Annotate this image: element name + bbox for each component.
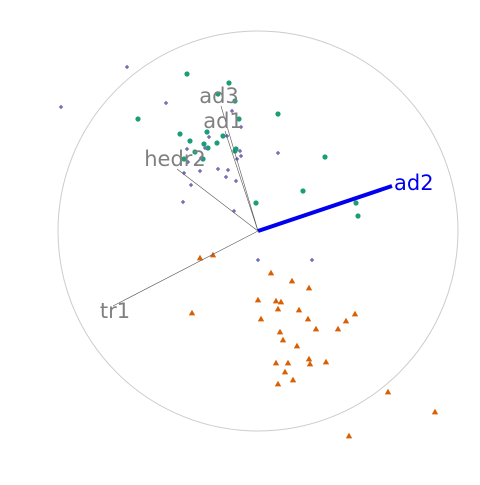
point-diamond-2: [164, 101, 168, 105]
point-triangle-22: [323, 359, 329, 365]
point-circle-5: [177, 131, 182, 136]
point-diamond-15: [224, 175, 228, 179]
point-diamond-1: [59, 105, 63, 109]
point-triangle-6: [273, 298, 279, 304]
loading-label-ad2: ad2: [394, 171, 434, 195]
loading-label-ad1: ad1: [203, 109, 243, 133]
point-circle-19: [300, 188, 305, 193]
point-diamond-6: [207, 135, 211, 139]
point-circle-0: [184, 71, 189, 76]
point-triangle-23: [307, 361, 313, 367]
point-diamond-17: [181, 200, 185, 204]
point-triangle-13: [352, 311, 358, 317]
point-triangle-14: [343, 318, 349, 324]
point-triangle-5: [255, 297, 261, 303]
point-triangle-4: [306, 285, 312, 291]
point-circle-21: [355, 213, 360, 218]
point-triangle-27: [275, 381, 281, 387]
point-triangle-17: [335, 326, 341, 332]
point-triangle-25: [282, 369, 288, 375]
point-triangle-3: [289, 278, 295, 284]
point-triangle-2: [268, 270, 274, 276]
point-triangle-30: [346, 433, 352, 439]
point-circle-22: [253, 200, 258, 205]
point-diamond-16: [234, 179, 238, 183]
point-triangle-16: [313, 326, 319, 332]
point-circle-4: [135, 116, 140, 121]
loading-label-hedr2: hedr2: [144, 147, 206, 171]
loading-label-tr1: tr1: [100, 299, 130, 323]
loading-line-hedr2: [177, 169, 258, 231]
point-triangle-10: [189, 310, 195, 316]
point-triangle-20: [306, 356, 312, 362]
point-circle-20: [353, 200, 358, 205]
point-triangle-15: [277, 329, 283, 335]
loading-label-ad3: ad3: [199, 84, 239, 108]
point-diamond-23: [256, 258, 260, 262]
loading-line-ad1: [225, 131, 258, 231]
point-triangle-7: [278, 299, 284, 305]
point-triangle-9: [296, 307, 302, 313]
loading-line-ad2: [258, 186, 392, 231]
point-triangle-21: [285, 360, 291, 366]
point-circle-10: [214, 140, 219, 145]
point-triangle-24: [273, 360, 279, 366]
point-circle-8: [201, 141, 206, 146]
point-diamond-22: [310, 258, 314, 262]
points-layer: [59, 65, 438, 439]
point-triangle-11: [258, 316, 264, 322]
point-triangle-18: [280, 337, 286, 343]
point-diamond-20: [216, 167, 220, 171]
point-circle-9: [187, 138, 192, 143]
point-diamond-19: [189, 183, 193, 187]
point-diamond-0: [125, 65, 129, 69]
point-triangle-19: [294, 343, 300, 349]
point-triangle-29: [432, 409, 438, 415]
point-triangle-8: [275, 306, 281, 312]
point-circle-18: [322, 154, 327, 159]
loading-line-tr1: [113, 231, 258, 306]
point-circle-17: [275, 111, 280, 116]
point-diamond-21: [276, 151, 280, 155]
point-triangle-28: [385, 389, 391, 395]
point-triangle-12: [305, 316, 311, 322]
point-diamond-13: [239, 154, 243, 158]
point-triangle-26: [290, 377, 296, 383]
point-diamond-11: [226, 168, 230, 172]
